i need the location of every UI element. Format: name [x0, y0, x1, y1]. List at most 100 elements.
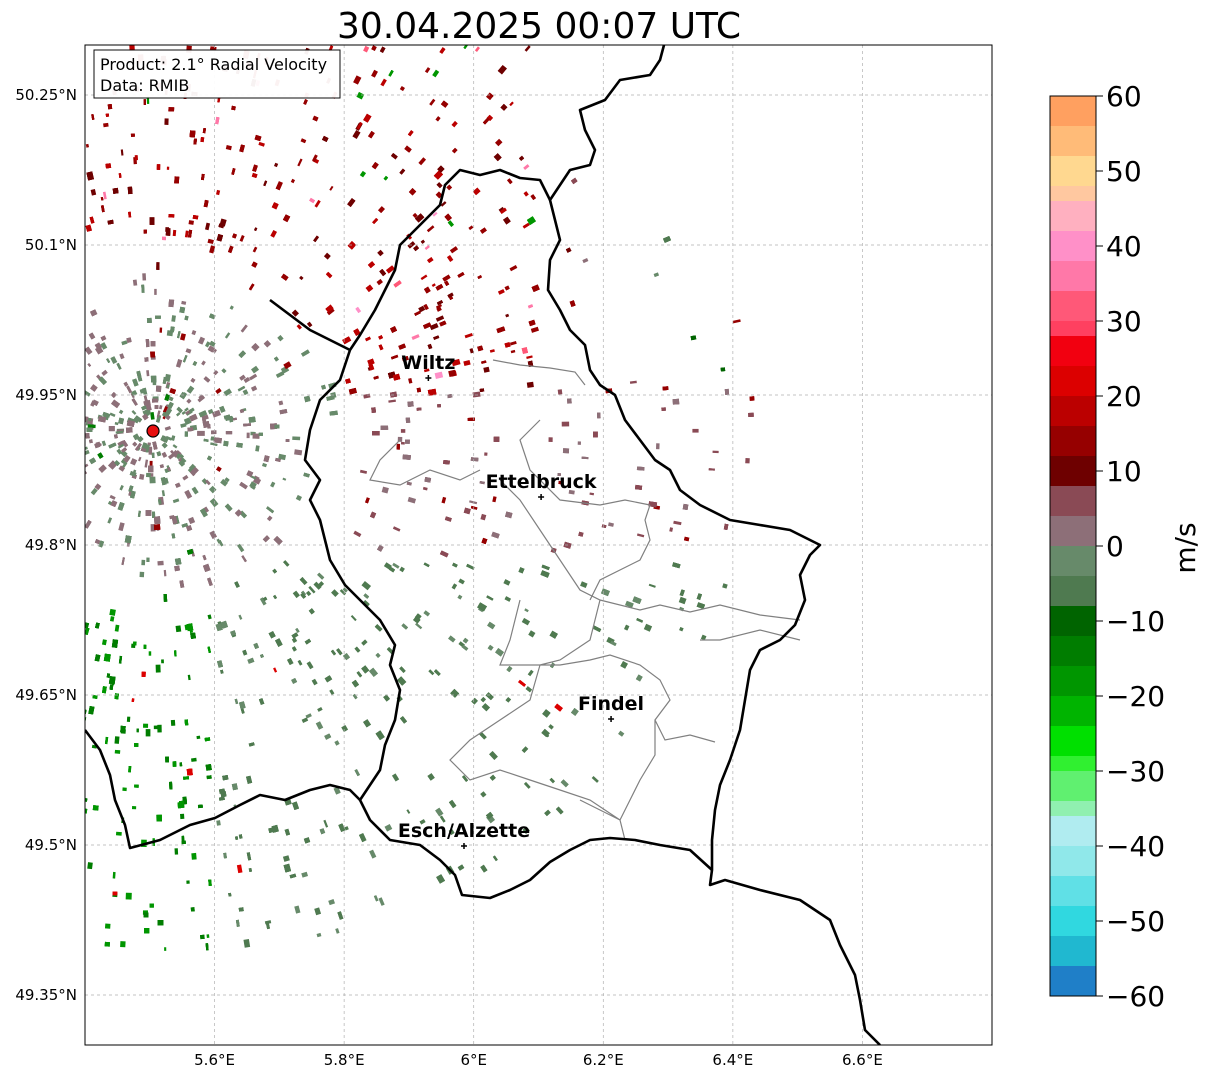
radar-pixel [292, 801, 300, 811]
radar-pixel [249, 481, 257, 489]
radar-pixel [243, 423, 251, 427]
lon-tick-label: 6°E [460, 1051, 487, 1069]
radar-pixel [115, 430, 124, 434]
radar-pixel [157, 724, 162, 733]
radar-pixel [291, 646, 297, 652]
radar-pixel [126, 419, 135, 427]
radar-pixel [225, 145, 232, 151]
radar-pixel [238, 350, 246, 358]
radar-pixel [207, 577, 213, 587]
radar-pixel [428, 669, 435, 676]
radar-pixel [388, 399, 396, 403]
radar-pixel [400, 441, 405, 445]
radar-pixel [168, 107, 175, 112]
radar-pixel [151, 452, 155, 458]
radar-pixel [215, 388, 222, 394]
radar-pixel [160, 477, 167, 486]
radar-pixel [120, 149, 124, 156]
radar-pixel [234, 509, 243, 517]
colorbar-band [1050, 426, 1096, 457]
radar-pixel [436, 300, 443, 306]
radar-pixel [723, 523, 729, 531]
radar-pixel [299, 275, 304, 281]
radar-pixel [254, 475, 260, 481]
radar-pixel [253, 642, 259, 650]
radar-pixel [132, 418, 139, 424]
radar-pixel [98, 416, 107, 423]
city-label: Esch/Alzette [398, 820, 530, 842]
radar-pixel [423, 562, 430, 568]
radar-pixel [190, 632, 196, 639]
radar-pixel [259, 654, 264, 659]
radar-pixel [139, 388, 145, 394]
radar-pixel [209, 245, 216, 254]
radar-pixel [92, 694, 98, 699]
radar-pixel [342, 336, 352, 345]
radar-pixel [493, 436, 500, 442]
radar-pixel [749, 396, 755, 401]
radar-pixel [141, 405, 147, 411]
radar-pixel [557, 389, 563, 395]
radar-pixel [236, 442, 243, 448]
colorbar-band [1050, 96, 1096, 127]
radar-pixel [301, 717, 309, 723]
radar-pixel [110, 500, 118, 508]
radar-pixel [215, 623, 223, 632]
radar-pixel [250, 385, 258, 392]
radar-pixel [150, 375, 157, 383]
radar-pixel [203, 438, 209, 442]
radar-pixel [162, 411, 168, 418]
lat-tick-label: 49.95°N [15, 386, 77, 404]
radar-pixel [268, 631, 276, 639]
radar-pixel [152, 441, 158, 450]
radar-pixel [567, 398, 572, 404]
radar-pixel [165, 756, 169, 763]
radar-pixel [322, 135, 329, 143]
radar-pixel [149, 476, 156, 484]
radar-pixel [107, 517, 113, 524]
radar-pixel [399, 168, 406, 175]
radar-pixel [251, 172, 258, 179]
radar-pixel [423, 286, 431, 294]
radar-pixel [190, 907, 195, 912]
colorbar-band [1050, 336, 1096, 367]
radar-pixel [134, 743, 139, 747]
radar-pixel [206, 455, 212, 461]
radar-pixel [132, 433, 140, 441]
radar-pixel [505, 697, 511, 703]
radar-pixel [408, 188, 417, 196]
radar-pixel [218, 796, 225, 801]
radar-pixel [161, 451, 168, 458]
radar-pixel [145, 729, 151, 737]
radar-pixel [236, 543, 245, 553]
radar-pixel [464, 332, 473, 339]
radar-pixel [215, 116, 220, 125]
radar-pixel [427, 257, 434, 264]
city-label: Wiltz [401, 352, 455, 374]
radar-pixel [183, 417, 192, 426]
radar-pixel [477, 345, 484, 352]
radar-pixel [565, 247, 572, 253]
radar-pixel [118, 409, 124, 415]
radar-pixel [105, 113, 110, 117]
radar-pixel [304, 395, 311, 403]
lat-tick-label: 49.5°N [25, 836, 77, 854]
radar-pixel [213, 437, 222, 444]
radar-pixel [388, 70, 394, 77]
radar-pixel [85, 143, 90, 148]
radar-pixel [369, 667, 378, 677]
radar-pixel [543, 731, 550, 738]
radar-pixel [128, 765, 132, 773]
radar-pixel [258, 698, 265, 705]
radar-pixel [112, 187, 119, 194]
radar-pixel [126, 337, 132, 343]
radar-pixel [225, 431, 233, 435]
radar-pixel [282, 214, 291, 223]
lon-tick-label: 6.2°E [583, 1051, 624, 1069]
radar-pixel [418, 305, 426, 313]
radar-pixel [312, 154, 318, 162]
radar-pixel [168, 214, 175, 218]
colorbar-tick-label: −30 [1106, 755, 1165, 788]
radar-pixel [166, 384, 170, 389]
